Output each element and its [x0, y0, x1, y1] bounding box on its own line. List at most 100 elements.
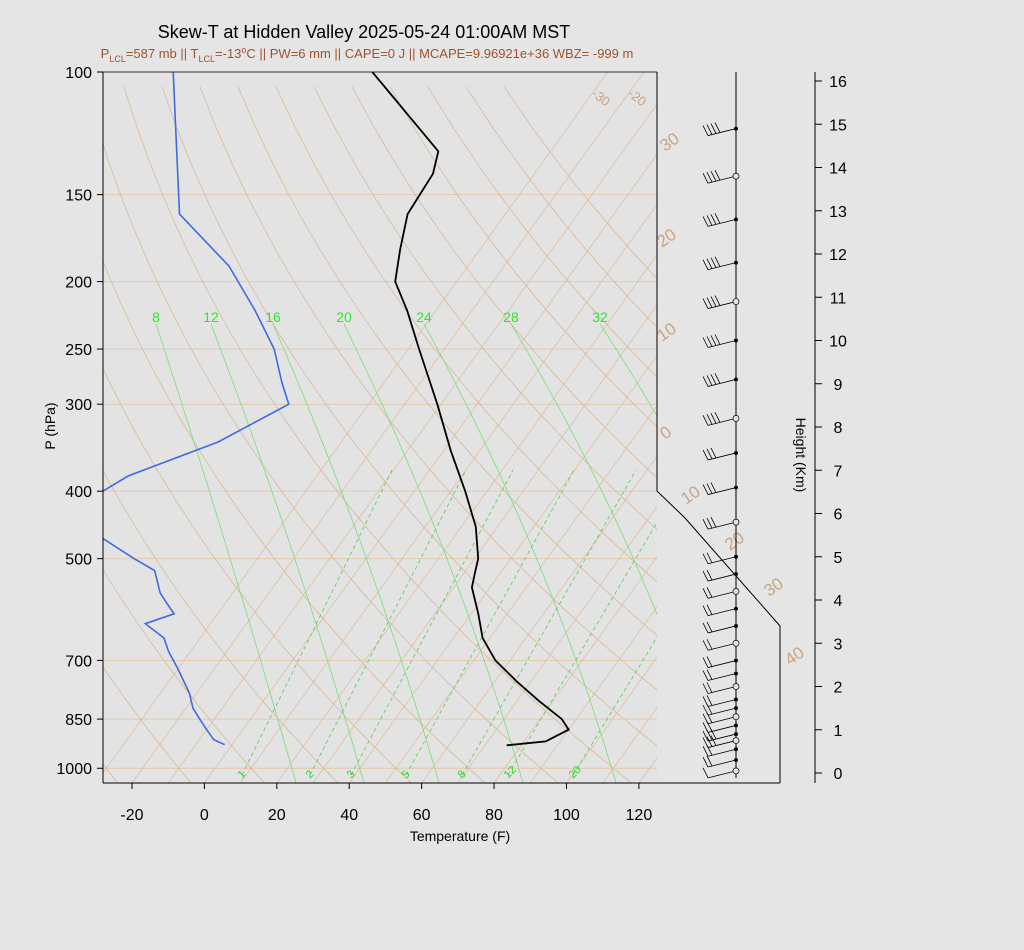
wind-barb	[702, 621, 738, 634]
wind-barb	[702, 712, 740, 725]
pressure-tick-label: 200	[65, 275, 92, 292]
dry-adiabat	[161, 86, 657, 747]
wind-barb	[702, 373, 738, 387]
height-marker	[734, 451, 738, 455]
mixing-ratio-line	[241, 469, 393, 776]
wind-barb	[702, 721, 738, 733]
pressure-tick-label: 400	[65, 484, 92, 501]
dry-adiabat	[351, 86, 657, 479]
wind-barb	[702, 256, 738, 271]
height-tick-label: 7	[834, 463, 843, 480]
y-axis-label: P (hPa)	[42, 402, 58, 449]
dry-adiabat	[103, 142, 559, 783]
pressure-tick-label: 1000	[56, 761, 92, 778]
dry-adiabat	[275, 86, 657, 583]
pressure-tick-label: 500	[65, 552, 92, 569]
pressure-tick-label: 300	[65, 397, 92, 414]
dry-adiabat	[103, 568, 265, 783]
isotherm	[385, 405, 657, 783]
wind-barb	[702, 745, 738, 757]
height-axis-label: Height (Km)	[793, 418, 809, 493]
wind-barb	[702, 604, 738, 617]
moist-adiabat	[423, 323, 617, 783]
wind-barb	[702, 569, 738, 582]
height-marker	[734, 671, 738, 676]
height-marker	[732, 737, 740, 744]
pressure-tick-label: 250	[65, 342, 92, 359]
temperature-tick-label: 100	[553, 807, 580, 824]
plot-right-boundary	[656, 72, 781, 783]
height-tick-label: 6	[834, 507, 843, 524]
moist-adiabat-label: 24	[416, 309, 432, 325]
temperature-tick-label: 120	[626, 807, 653, 824]
wind-barb	[702, 447, 738, 461]
temperature-tick-label: 60	[413, 807, 431, 824]
chart-subtitle: PLCL=587 mb || TLCL=-13oC || PW=6 mm || …	[101, 45, 634, 64]
height-marker	[734, 697, 738, 702]
height-tick-label: 14	[829, 161, 847, 178]
mixing-ratio-line	[507, 521, 657, 776]
height-tick-label: 0	[834, 766, 843, 783]
isotherm	[529, 606, 657, 783]
wind-barb	[702, 682, 740, 694]
height-marker	[734, 606, 738, 611]
wind-barb	[702, 213, 738, 227]
isotherm	[167, 103, 657, 783]
wind-barb	[702, 295, 740, 309]
wind-barb	[702, 755, 738, 768]
temperature-tick-label: 40	[340, 807, 358, 824]
dry-adiabat	[103, 469, 339, 783]
moist-adiabat	[272, 323, 440, 783]
height-tick-label: 15	[829, 117, 847, 134]
height-marker	[734, 260, 738, 265]
pressure-tick-label: 850	[65, 712, 92, 729]
series-dewpoint	[103, 72, 290, 746]
dry-adiabat	[199, 86, 657, 691]
moist-adiabat-label: 8	[152, 309, 160, 325]
wind-barb	[702, 552, 738, 565]
mixing-ratio-line	[309, 469, 467, 776]
wind-scale-label: 20	[721, 528, 747, 554]
height-tick-label: 11	[830, 290, 847, 307]
height-marker	[734, 706, 738, 711]
isotherm	[638, 757, 657, 783]
wind-scale-label: 0	[656, 422, 675, 443]
height-marker	[734, 572, 738, 577]
wind-barb	[702, 412, 740, 426]
dry-adiabat	[103, 367, 412, 783]
wind-scale-label: 40	[781, 643, 807, 669]
isotherm	[276, 254, 657, 783]
height-marker	[732, 639, 740, 647]
wind-barb	[702, 669, 738, 681]
wind-barb	[702, 695, 738, 707]
moist-adiabat	[510, 323, 657, 616]
dry-adiabat	[103, 763, 118, 783]
mixing-ratio-line	[350, 469, 514, 776]
isotherm	[711, 72, 1024, 783]
isotherm	[204, 153, 657, 783]
moist-adiabat-label: 20	[336, 309, 352, 325]
isotherm	[421, 455, 657, 783]
temperature-tick-label: 20	[268, 807, 286, 824]
wind-barb	[702, 122, 738, 136]
pressure-tick-label: 700	[65, 653, 92, 670]
moist-adiabat	[155, 323, 297, 783]
dry-adiabat	[427, 86, 657, 378]
dry-adiabat	[389, 86, 657, 428]
wind-barb	[702, 703, 738, 716]
height-marker	[734, 624, 738, 628]
height-tick-label: 10	[829, 334, 847, 351]
height-marker	[734, 723, 738, 728]
height-marker	[734, 554, 738, 559]
wind-barb	[702, 334, 738, 348]
height-marker	[732, 683, 740, 690]
temperature-tick-label: -20	[120, 807, 143, 824]
x-axis-label: Temperature (F)	[410, 828, 510, 844]
mixing-ratio-line	[405, 469, 575, 776]
height-tick-label: 16	[829, 74, 847, 91]
height-marker	[734, 747, 738, 752]
isotherm	[240, 203, 657, 783]
wind-barb	[702, 482, 738, 495]
isotherm	[566, 656, 657, 783]
dry-adiabat	[103, 666, 192, 783]
